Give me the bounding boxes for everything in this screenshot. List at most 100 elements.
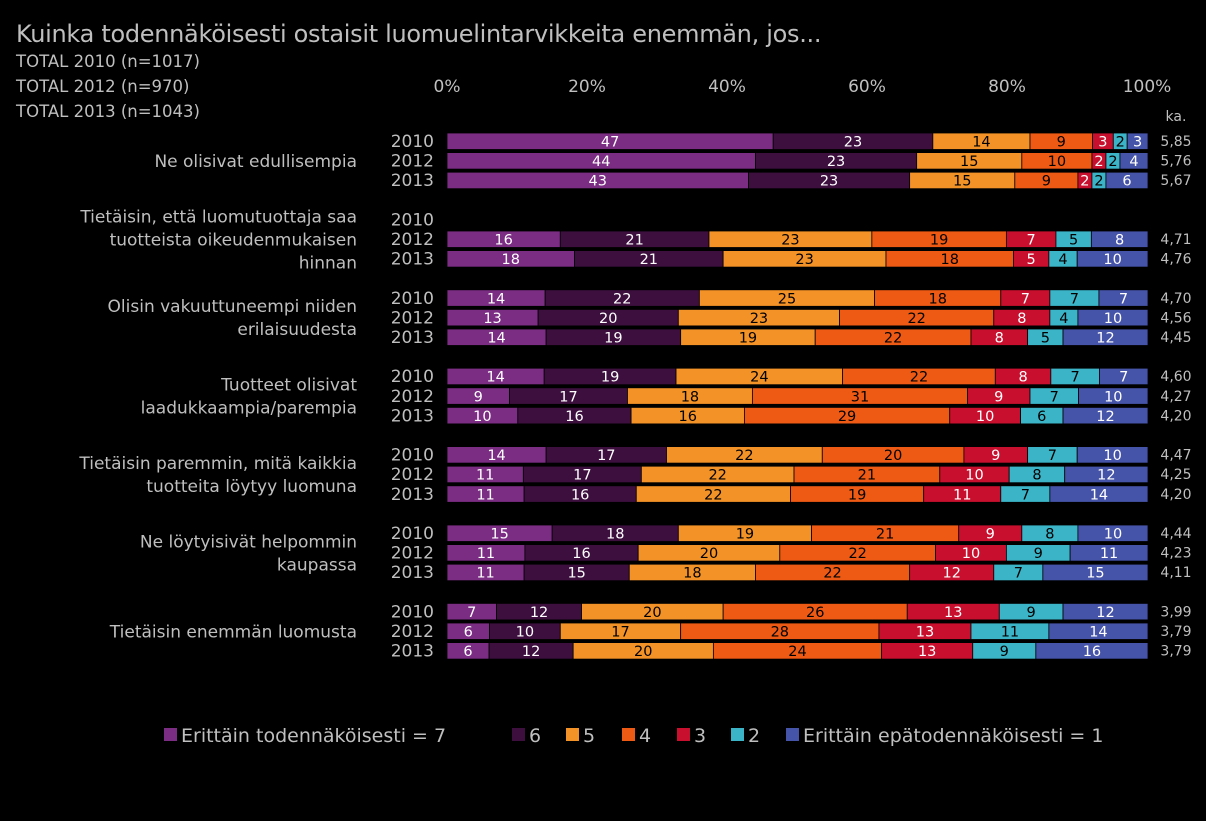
data-label: 11: [476, 468, 494, 484]
data-label: 8: [1017, 311, 1026, 327]
data-label: 23: [827, 154, 845, 170]
data-label: 16: [565, 409, 583, 425]
bar-segment: [1119, 152, 1149, 170]
year-label: 2012: [391, 465, 434, 485]
data-label: 19: [739, 331, 757, 347]
category-label: Tietäisin, että luomutuottaja saa: [79, 207, 357, 227]
data-label: 7: [1048, 448, 1057, 464]
data-label: 9: [1034, 546, 1043, 562]
data-label: 24: [750, 370, 768, 386]
data-label: 8: [1018, 370, 1027, 386]
year-label: 2010: [391, 210, 434, 230]
data-label: 23: [820, 174, 838, 190]
bar-segment: [1076, 250, 1149, 268]
data-label: 3: [1098, 135, 1107, 151]
data-label: 20: [599, 311, 617, 327]
bar-segment: [1064, 465, 1149, 484]
data-label: 15: [567, 566, 585, 582]
avg-value: 5,85: [1160, 134, 1191, 150]
bar-segment: [1042, 563, 1149, 582]
category-label: erilaisuudesta: [237, 320, 357, 340]
data-label: 10: [1103, 448, 1121, 464]
year-label: 2013: [391, 406, 434, 426]
data-label: 9: [1000, 644, 1009, 660]
year-label: 2012: [391, 308, 434, 328]
data-label: 5: [1027, 252, 1036, 268]
x-tick-label: 80%: [988, 77, 1026, 97]
data-label: 7: [1071, 370, 1080, 386]
avg-value: 5,76: [1160, 154, 1191, 170]
data-label: 10: [1048, 154, 1066, 170]
bar-segment: [1062, 328, 1149, 346]
data-label: 12: [1096, 409, 1114, 425]
data-label: 23: [795, 252, 813, 268]
data-label: 13: [916, 625, 934, 641]
legend-swatch: [622, 728, 635, 741]
year-label: 2012: [391, 622, 434, 642]
data-label: 14: [487, 291, 505, 307]
data-label: 16: [1083, 644, 1101, 660]
data-label: 9: [1027, 605, 1036, 621]
data-label: 14: [486, 370, 504, 386]
year-label: 2013: [391, 563, 434, 583]
category-label: Tuotteet olisivat: [220, 376, 357, 396]
bar-segment: [1076, 446, 1149, 464]
bar-segment: [1126, 132, 1149, 150]
data-label: 7: [467, 605, 476, 621]
year-label: 2012: [391, 544, 434, 564]
data-label: 22: [704, 487, 722, 503]
data-label: 12: [1096, 605, 1114, 621]
data-label: 18: [928, 291, 946, 307]
data-label: 16: [679, 409, 697, 425]
data-label: 18: [683, 566, 701, 582]
data-label: 5: [1069, 233, 1078, 249]
category-label: laadukkaampia/parempia: [141, 399, 357, 419]
data-label: 2: [1108, 154, 1117, 170]
data-label: 14: [487, 331, 505, 347]
data-label: 20: [884, 448, 902, 464]
x-tick-label: 40%: [708, 77, 746, 97]
bar-segment: [1105, 171, 1149, 190]
legend-swatch: [566, 728, 579, 741]
year-label: 2012: [391, 152, 434, 172]
legend-label: 2: [748, 725, 760, 747]
data-label: 23: [781, 233, 799, 249]
x-tick-label: 0%: [434, 77, 461, 97]
data-label: 8: [1045, 527, 1054, 543]
data-label: 12: [530, 605, 548, 621]
data-label: 23: [844, 135, 862, 151]
data-label: 44: [592, 154, 610, 170]
data-label: 22: [823, 566, 841, 582]
category-label: tuotteista oikeudenmukaisen: [110, 230, 357, 250]
data-label: 28: [771, 625, 789, 641]
data-label: 11: [953, 487, 971, 503]
legend-label: 5: [583, 725, 595, 747]
data-label: 4: [1058, 252, 1067, 268]
year-label: 2010: [391, 446, 434, 466]
data-label: 14: [487, 448, 505, 464]
avg-value: 4,45: [1160, 330, 1191, 346]
year-label: 2012: [391, 387, 434, 407]
subtitle-2013: TOTAL 2013 (n=1043): [16, 102, 200, 121]
data-label: 43: [588, 174, 606, 190]
avg-value: 4,47: [1160, 448, 1191, 464]
data-label: 13: [918, 644, 936, 660]
avg-value: 4,27: [1160, 389, 1191, 405]
data-label: 7: [1027, 233, 1036, 249]
data-label: 22: [910, 370, 928, 386]
data-label: 47: [601, 135, 619, 151]
subtitle-2012: TOTAL 2012 (n=970): [16, 77, 190, 96]
legend-swatch: [164, 728, 177, 741]
data-label: 22: [613, 291, 631, 307]
data-label: 13: [483, 311, 501, 327]
legend-label: 6: [529, 725, 541, 747]
category-label: kaupassa: [277, 555, 357, 575]
avg-value: 4,20: [1160, 487, 1191, 503]
data-label: 6: [1037, 409, 1046, 425]
avg-value: 4,70: [1160, 291, 1191, 307]
category-label: tuotteita löytyy luomuna: [146, 477, 357, 497]
year-label: 2012: [391, 230, 434, 250]
data-label: 10: [516, 625, 534, 641]
data-label: 9: [994, 389, 1003, 405]
data-label: 21: [625, 233, 643, 249]
